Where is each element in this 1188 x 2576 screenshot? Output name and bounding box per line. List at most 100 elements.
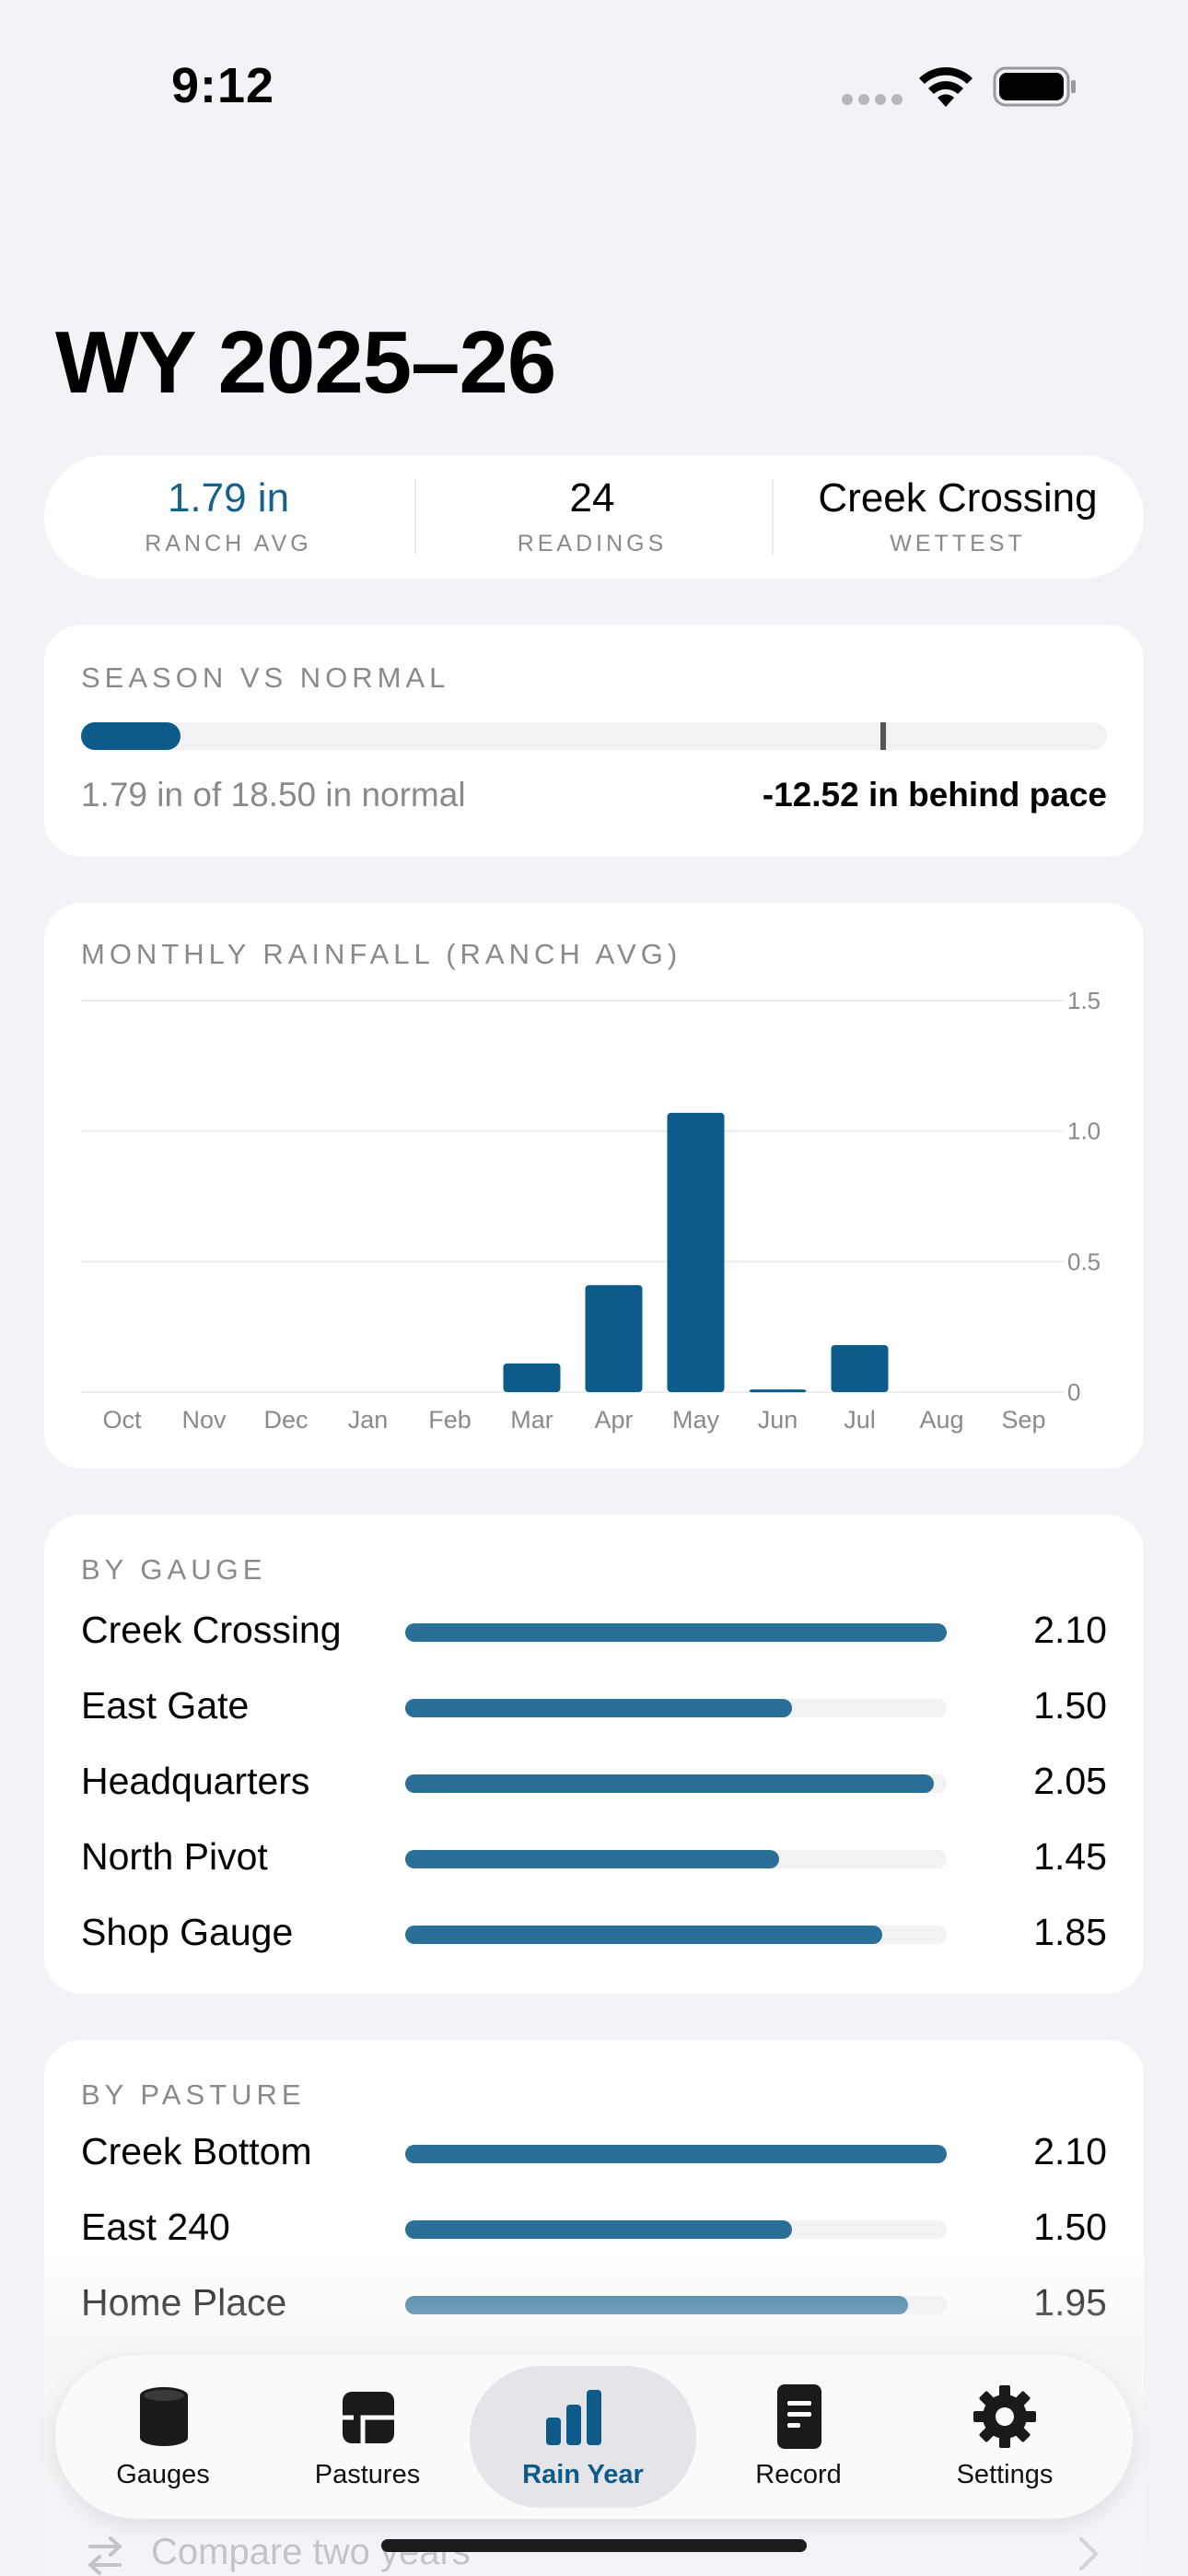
gauge-row-bar: [405, 1926, 882, 1944]
monthly-rainfall-card: MONTHLY RAINFALL (RANCH AVG) 0 0.5 1.0 1.5 O…: [44, 903, 1144, 1469]
pasture-row-label: Creek Bottom: [81, 2130, 312, 2172]
pasture-row-bar: [405, 2145, 947, 2163]
gauge-row-bar: [405, 1623, 947, 1642]
tab-label: Rain Year: [522, 2460, 644, 2489]
gauge-row-value: 1.85: [1033, 1911, 1107, 1953]
season-progress-track: [81, 722, 1107, 750]
bar-chart-icon: [546, 2390, 601, 2445]
cellular-signal-icon: [842, 94, 904, 105]
pasture-row-value: 2.10: [1033, 2130, 1107, 2172]
tab-pastures[interactable]: Pastures: [260, 2355, 475, 2519]
y-tick-label: 1.5: [1067, 987, 1101, 1014]
gauge-row-label: East Gate: [81, 1684, 250, 1727]
pasture-row-value: 1.50: [1033, 2206, 1107, 2248]
gauge-row-bar: [405, 1774, 934, 1793]
pasture-row-track: [405, 2220, 947, 2239]
pastures-map-icon: [343, 2392, 394, 2443]
bar-mar: [503, 1363, 561, 1392]
gauge-row-track: [405, 1699, 947, 1717]
by-gauge-heading: BY GAUGE: [81, 1553, 267, 1586]
y-tick-label: 0: [1067, 1378, 1080, 1406]
gauge-row-track: [405, 1850, 947, 1868]
season-detail: 1.79 in of 18.50 in normal: [81, 776, 466, 814]
wettest-value: Creek Crossing: [818, 475, 1098, 521]
ranch-avg-value: 1.79 in: [167, 475, 290, 521]
season-pace: -12.52 in behind pace: [762, 776, 1107, 814]
tab-bar: Gauges Pastures Rain Year Record: [55, 2355, 1133, 2519]
bar-jun: [749, 1389, 807, 1393]
gauge-row-track: [405, 1774, 947, 1793]
wifi-icon: [919, 66, 973, 107]
y-tick-label: 0.5: [1067, 1247, 1101, 1275]
gauge-row-bar: [405, 1699, 792, 1717]
gauge-row-label: Headquarters: [81, 1760, 310, 1802]
x-tick-label: Aug: [919, 1406, 963, 1434]
tab-record[interactable]: Record: [691, 2355, 906, 2519]
divider: [772, 479, 774, 555]
chevron-right-icon: [1079, 2537, 1099, 2570]
gauge-row-label: North Pivot: [81, 1835, 268, 1878]
season-progress-fill: [81, 722, 181, 750]
by-gauge-card: BY GAUGE Creek Crossing 2.10 East Gate 1.50…: [44, 1515, 1144, 1994]
tab-gauges[interactable]: Gauges: [55, 2355, 271, 2519]
bar-may: [667, 1112, 725, 1392]
monthly-heading: MONTHLY RAINFALL (RANCH AVG): [81, 938, 682, 970]
gauge-row-value: 1.45: [1033, 1835, 1107, 1878]
readings-stat: 24 READINGS: [414, 455, 770, 579]
pasture-row-label: East 240: [81, 2206, 230, 2248]
x-tick-label: Apr: [594, 1406, 633, 1434]
x-tick-label: Jul: [844, 1406, 876, 1434]
record-document-icon: [777, 2384, 821, 2449]
tab-label: Pastures: [314, 2460, 421, 2489]
bar-apr: [585, 1284, 643, 1392]
x-tick-label: Mar: [510, 1406, 553, 1434]
tab-rain-year[interactable]: Rain Year: [464, 2355, 696, 2519]
status-time: 9:12: [171, 58, 275, 113]
gauge-row-value: 2.05: [1033, 1760, 1107, 1802]
pasture-row-bar: [405, 2220, 792, 2239]
gauge-row-value: 1.50: [1033, 1684, 1107, 1727]
tab-label: Gauges: [116, 2460, 210, 2489]
x-tick-label: Jan: [348, 1406, 389, 1434]
y-tick-label: 1.0: [1067, 1118, 1101, 1145]
x-tick-label: May: [672, 1406, 720, 1434]
tab-label: Settings: [956, 2460, 1054, 2489]
gauge-row-bar: [405, 1850, 779, 1868]
tab-settings[interactable]: Settings: [897, 2355, 1112, 2519]
ranch-avg-stat: 1.79 in RANCH AVG: [44, 455, 413, 579]
wettest-label: WETTEST: [890, 531, 1026, 556]
status-bar: 9:12: [0, 0, 1188, 175]
season-vs-normal-card: SEASON VS NORMAL 1.79 in of 18.50 in nor…: [44, 625, 1144, 857]
battery-icon: [993, 66, 1076, 107]
normal-pace-marker: [880, 722, 886, 750]
gauge-row-track: [405, 1623, 947, 1642]
active-tab-highlight: [470, 2366, 696, 2508]
season-heading: SEASON VS NORMAL: [81, 662, 450, 694]
swap-arrows-icon: [88, 2536, 122, 2575]
ranch-avg-label: RANCH AVG: [145, 531, 312, 556]
readings-value: 24: [569, 475, 615, 521]
x-tick-label: Oct: [102, 1406, 142, 1434]
tab-label: Record: [755, 2460, 842, 2489]
home-indicator: [381, 2539, 807, 2552]
x-tick-label: Dec: [263, 1406, 308, 1434]
gauge-row-label: Shop Gauge: [81, 1911, 294, 1953]
x-tick-label: Jun: [758, 1406, 798, 1434]
gauge-row-value: 2.10: [1033, 1609, 1107, 1651]
gauge-row-track: [405, 1926, 947, 1944]
readings-label: READINGS: [517, 531, 668, 556]
bar-jul: [831, 1345, 889, 1392]
pasture-row-track: [405, 2145, 947, 2163]
gear-icon: [973, 2385, 1036, 2448]
x-tick-label: Feb: [428, 1406, 472, 1434]
monthly-rainfall-chart: 0 0.5 1.0 1.5 Oct Nov Dec Jan Feb Mar Apr May Jun Jul…: [81, 987, 1101, 1434]
x-tick-label: Nov: [181, 1406, 227, 1434]
gauge-row-label: Creek Crossing: [81, 1609, 342, 1651]
divider: [414, 479, 416, 555]
summary-bar: 1.79 in RANCH AVG 24 READINGS Creek Cros…: [44, 455, 1144, 579]
by-pasture-heading: BY PASTURE: [81, 2078, 306, 2111]
gauge-cylinder-icon: [140, 2387, 188, 2446]
wettest-stat: Creek Crossing WETTEST: [772, 455, 1144, 579]
compare-label: Compare two years: [151, 2532, 471, 2572]
page-title: WY 2025–26: [55, 313, 556, 412]
